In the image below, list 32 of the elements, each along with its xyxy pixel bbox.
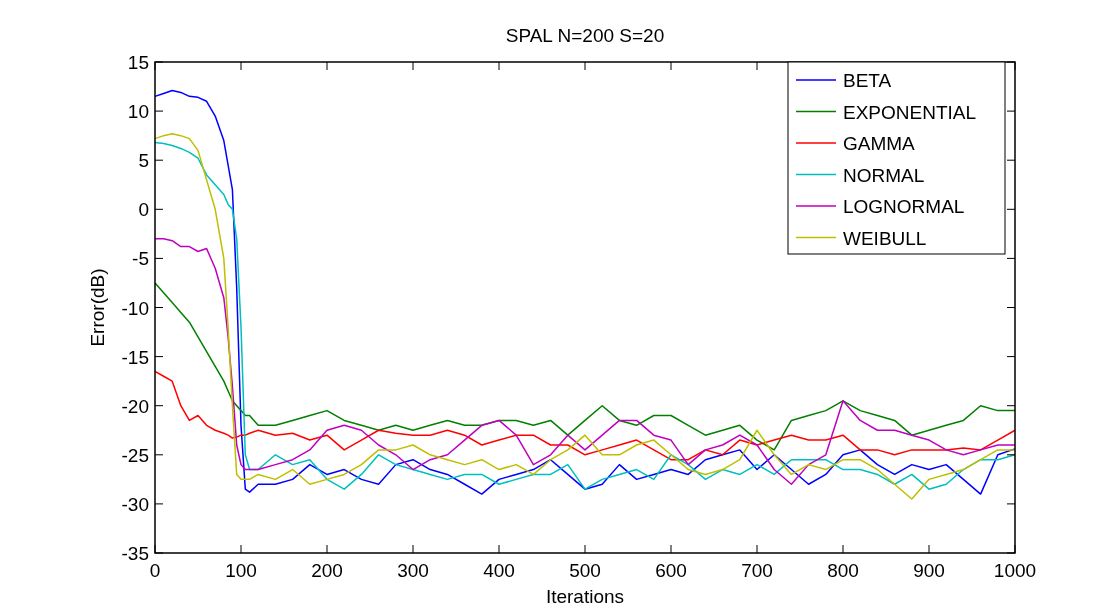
y-tick-label: -15 [121,346,149,368]
y-tick-label: -30 [121,493,149,515]
x-tick-label: 500 [569,560,601,581]
x-axis-title: Iterations [545,586,625,607]
y-tick-label: 10 [127,101,149,123]
y-tick-label: -35 [121,543,149,564]
y-tick-label: -20 [121,395,149,417]
y-tick-label: -10 [121,297,149,319]
x-tick-label: 700 [741,560,773,581]
x-tick-label: 100 [225,560,257,581]
x-tick-label: 300 [397,560,429,581]
y-tick-label: 15 [127,52,149,73]
y-axis-title: Error(dB) [87,268,108,347]
legend-label: LOGNORMAL [843,196,965,217]
x-tick-label: 1000 [993,560,1037,581]
legend-label: EXPONENTIAL [843,101,977,123]
line-series [154,370,1016,461]
x-tick-label: 800 [827,560,859,581]
legend-label: WEIBULL [843,227,927,249]
chart-title: SPAL N=200 S=20 [505,25,665,46]
x-tick-label: 900 [913,560,945,581]
line-series [154,282,1016,451]
y-tick-label: -25 [121,444,149,466]
legend-label: BETA [843,70,892,91]
x-tick-label: 200 [311,560,343,581]
x-tick-label: 600 [655,560,687,581]
y-tick-label: 0 [138,199,149,221]
y-tick-label: -5 [132,248,149,270]
y-tick-label: 5 [138,150,149,172]
legend-label: GAMMA [843,133,916,154]
x-tick-label: 400 [483,560,515,581]
legend-label: NORMAL [843,164,925,186]
